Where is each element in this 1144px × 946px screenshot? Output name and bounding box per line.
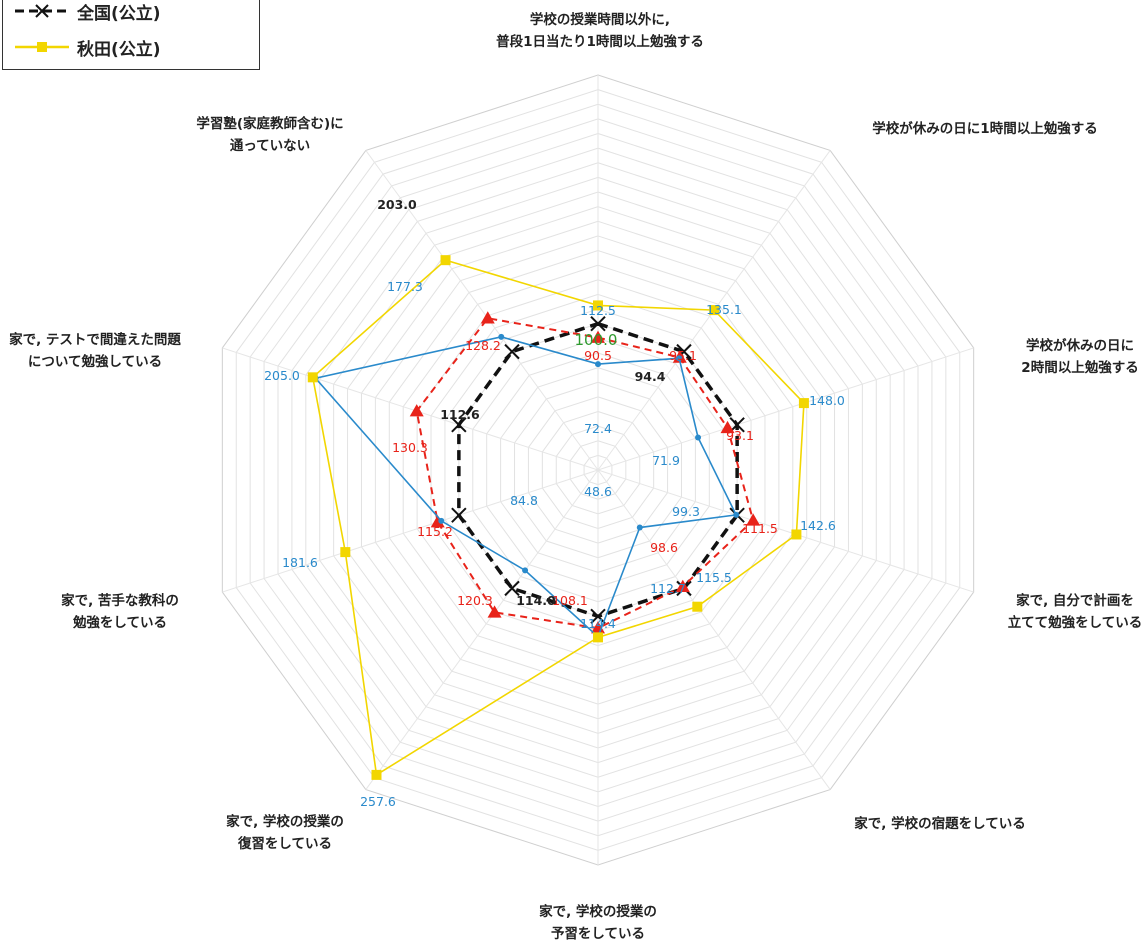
data-label: 135.1 [706, 302, 742, 317]
data-label: 115.2 [417, 524, 453, 539]
data-point [791, 529, 802, 540]
legend-label-akita: 秋田(公立) [77, 39, 161, 60]
axis-label: 学習塾(家庭教師含む)に [196, 115, 343, 132]
axis-label: 予習をしている [551, 926, 645, 942]
grid-spoke [222, 469, 599, 593]
data-point [675, 579, 690, 592]
data-label: 108.1 [552, 593, 588, 608]
grid-spoke [365, 469, 599, 790]
data-point [504, 580, 520, 597]
data-point [636, 524, 643, 531]
data-point [409, 404, 424, 417]
data-point [733, 511, 740, 518]
axis-label: 学校が休みの日に1時間以上勉強する [872, 120, 1097, 137]
data-label: 115.5 [696, 570, 732, 585]
data-point [798, 398, 809, 409]
data-point [340, 547, 351, 558]
data-point [709, 305, 720, 316]
data-point [430, 515, 445, 528]
axis-label: 家で, 苦手な教科の [61, 592, 179, 609]
data-point [451, 417, 467, 433]
data-label: 112.5 [580, 303, 616, 318]
data-point [729, 417, 745, 433]
data-label: 94.4 [635, 369, 666, 384]
legend-label-national: 全国(公立) [77, 3, 161, 24]
axis-label: 立てて勉強をしている [1008, 614, 1143, 631]
data-point [371, 769, 382, 780]
data-label: 84.8 [510, 493, 538, 508]
axis-label: 家で, テストで間違えた問題 [9, 331, 181, 348]
data-point [487, 605, 502, 618]
data-label: 72.4 [584, 421, 612, 436]
legend-line-solid-icon [15, 42, 69, 52]
data-label: 114.4 [580, 616, 616, 631]
axis-label: 勉強をしている [72, 614, 167, 631]
data-label: 130.3 [392, 440, 428, 455]
data-label: 93.1 [726, 428, 754, 443]
axis-label: 通っていない [230, 138, 310, 154]
series-line [311, 259, 805, 777]
data-label: 112.6 [440, 407, 480, 422]
grid-spoke [365, 150, 599, 471]
data-label: 90.5 [584, 348, 612, 363]
data-label: 114.0 [516, 593, 556, 608]
axis-label: 家で, 学校の宿題をしている [854, 815, 1025, 832]
axis-label: 家で, 学校の授業の [226, 813, 344, 830]
data-label: 112.7 [650, 581, 686, 596]
legend: 全国(公立) 秋田(公立) [2, 0, 260, 70]
axis-label: 2時間以上勉強する [1021, 359, 1138, 376]
data-point [746, 513, 761, 526]
reference-label: 100.0 [575, 331, 618, 349]
legend-line-dashed-icon [15, 4, 69, 18]
legend-item-national: 全国(公立) [13, 0, 161, 24]
data-point [438, 517, 445, 524]
data-point [522, 567, 529, 574]
data-point [451, 507, 467, 523]
axis-label: 復習をしている [237, 835, 332, 852]
data-point [480, 311, 495, 324]
data-point [590, 608, 606, 625]
data-label: 205.0 [264, 368, 300, 383]
data-point [590, 315, 606, 332]
data-label: 99.3 [672, 504, 700, 519]
data-label: 148.0 [809, 393, 845, 408]
data-point [498, 333, 505, 340]
axis-label: 学校の授業時間以外に, [530, 11, 670, 28]
data-point [595, 361, 601, 368]
grid-spoke [597, 347, 974, 471]
data-point [504, 343, 520, 360]
data-label: 181.6 [282, 555, 318, 570]
data-point [676, 355, 683, 362]
data-point [695, 434, 702, 441]
data-point [591, 621, 605, 634]
grid-spoke [222, 347, 599, 471]
axis-label: 家で, 自分で計画を [1016, 592, 1134, 609]
data-point [593, 632, 603, 643]
legend-item-akita: 秋田(公立) [13, 35, 161, 60]
axis-label: 家で, 学校の授業の [539, 903, 657, 920]
axis-label: について勉強している [28, 353, 162, 370]
data-label: 128.2 [465, 338, 501, 353]
data-point [307, 372, 318, 383]
data-label: 95.1 [669, 348, 697, 363]
grid-spoke [597, 469, 831, 790]
data-label: 177.3 [387, 279, 423, 294]
data-label: 98.6 [650, 540, 678, 555]
axis-label: 学校が休みの日に [1026, 337, 1134, 354]
data-label: 111.5 [742, 521, 778, 536]
data-label: 48.6 [584, 484, 612, 499]
data-point [591, 330, 605, 343]
grid-spoke [597, 469, 974, 593]
data-label: 120.3 [457, 593, 493, 608]
data-point [440, 255, 451, 266]
data-label: 203.0 [377, 197, 417, 212]
data-point [593, 300, 603, 311]
data-label: 142.6 [800, 518, 836, 533]
data-point [692, 601, 703, 612]
data-label: 71.9 [652, 453, 680, 468]
axis-label: 普段1日当たり1時間以上勉強する [496, 33, 704, 50]
data-point [720, 420, 735, 434]
data-label: 257.6 [360, 794, 396, 809]
